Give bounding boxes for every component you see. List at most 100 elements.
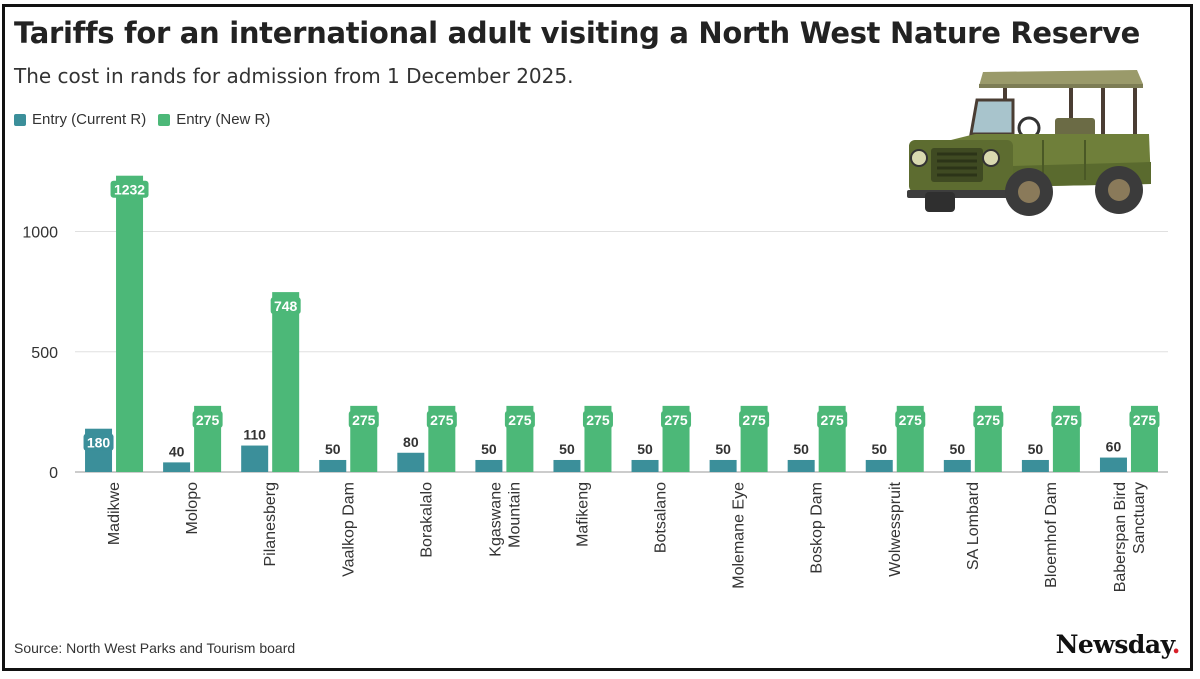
x-tick-label-7: Botsalano bbox=[653, 482, 670, 553]
legend: Entry (Current R) Entry (New R) bbox=[14, 111, 270, 128]
legend-label-new: Entry (New R) bbox=[176, 111, 271, 128]
x-tick-label-line: Boskop Dam bbox=[809, 482, 826, 574]
legend-label-current: Entry (Current R) bbox=[32, 111, 147, 128]
chart-subtitle: The cost in rands for admission from 1 D… bbox=[14, 64, 574, 88]
data-label-badge-1-6 bbox=[582, 410, 613, 428]
data-label-current-0: 180 bbox=[87, 435, 111, 451]
data-label-current-4: 80 bbox=[403, 434, 419, 450]
legend-swatch-current bbox=[14, 113, 26, 126]
bar-current-4 bbox=[397, 452, 425, 472]
bar-current-7 bbox=[631, 459, 659, 472]
safari-jeep-icon bbox=[907, 70, 1151, 216]
data-label-new-1: 275 bbox=[196, 412, 220, 428]
data-label-current-2: 110 bbox=[243, 427, 266, 443]
bar-current-11 bbox=[943, 459, 971, 472]
data-label-new-7: 275 bbox=[664, 412, 688, 428]
x-tick-label-10: Wolwesspruit bbox=[887, 481, 904, 576]
data-label-current-5: 50 bbox=[481, 441, 497, 457]
data-label-current-10: 50 bbox=[871, 441, 887, 457]
x-tick-label-9: Boskop Dam bbox=[809, 482, 826, 574]
x-tick-label-5: Kgaswane Mountain bbox=[487, 482, 523, 557]
x-tick-label-line: Bloemhof Dam bbox=[1043, 482, 1060, 588]
y-tick-label-0: 0 bbox=[49, 465, 58, 482]
x-tick-label-line: Molopo bbox=[184, 482, 201, 535]
x-tick-label-line: Sanctuary bbox=[1131, 482, 1148, 554]
bar-current-6 bbox=[553, 459, 581, 472]
x-tick-label-line: Wolwesspruit bbox=[887, 481, 904, 576]
data-label-new-12: 275 bbox=[1055, 412, 1079, 428]
x-tick-label-12: Bloemhof Dam bbox=[1043, 482, 1060, 588]
data-label-badge-1-7 bbox=[661, 410, 692, 428]
bar-current-3 bbox=[319, 459, 347, 472]
data-label-current-1: 40 bbox=[169, 443, 185, 459]
data-label-badge-1-12 bbox=[1051, 410, 1082, 428]
x-tick-label-line: Molemane Eye bbox=[731, 482, 748, 589]
brand-dot: . bbox=[1171, 630, 1181, 659]
data-label-current-12: 50 bbox=[1028, 441, 1044, 457]
x-tick-label-line: Borakalalo bbox=[418, 482, 435, 558]
data-label-current-7: 50 bbox=[637, 441, 653, 457]
bar-current-9 bbox=[787, 459, 815, 472]
x-tick-label-line: Botsalano bbox=[653, 482, 670, 553]
data-label-new-11: 275 bbox=[977, 412, 1001, 428]
data-label-new-10: 275 bbox=[899, 412, 923, 428]
data-label-new-8: 275 bbox=[742, 412, 766, 428]
data-label-badge-1-2 bbox=[270, 297, 301, 315]
legend-swatch-new bbox=[158, 113, 171, 126]
brand-name: Newsday bbox=[1055, 630, 1173, 659]
x-tick-label-line: Kgaswane bbox=[487, 482, 504, 557]
data-label-new-13: 275 bbox=[1133, 412, 1157, 428]
bar-current-1 bbox=[163, 462, 191, 472]
bar-current-13 bbox=[1099, 457, 1127, 472]
data-label-badge-1-10 bbox=[895, 410, 926, 428]
data-label-badge-1-11 bbox=[973, 410, 1004, 428]
data-label-current-6: 50 bbox=[559, 441, 575, 457]
x-tick-label-6: Mafikeng bbox=[574, 482, 591, 547]
data-label-badge-1-5 bbox=[504, 410, 535, 428]
data-label-badge-1-3 bbox=[348, 410, 379, 428]
x-tick-label-0: Madikwe bbox=[106, 482, 123, 545]
x-tick-label-line: Vaalkop Dam bbox=[340, 482, 357, 577]
x-tick-label-8: Molemane Eye bbox=[731, 482, 748, 589]
x-tick-label-2: Pilanesberg bbox=[262, 482, 279, 567]
chart-title: Tariffs for an international adult visit… bbox=[14, 16, 1141, 50]
x-tick-label-line: Mountain bbox=[506, 482, 523, 548]
bar-current-12 bbox=[1021, 459, 1049, 472]
data-label-badge-1-1 bbox=[192, 410, 223, 428]
data-label-badge-1-4 bbox=[426, 410, 457, 428]
x-tick-label-line: Baberspan Bird bbox=[1112, 482, 1129, 592]
legend-item-current[interactable]: Entry (Current R) bbox=[14, 111, 146, 128]
data-label-current-3: 50 bbox=[325, 441, 341, 457]
bar-current-10 bbox=[865, 459, 893, 472]
data-label-badge-1-0 bbox=[110, 180, 149, 198]
x-tick-label-line: Mafikeng bbox=[574, 482, 591, 547]
y-tick-label-1000: 1000 bbox=[22, 225, 58, 242]
x-tick-label-3: Vaalkop Dam bbox=[340, 482, 357, 577]
data-label-new-0: 1232 bbox=[114, 182, 145, 198]
data-label-current-13: 60 bbox=[1106, 439, 1122, 455]
data-label-new-3: 275 bbox=[352, 412, 376, 428]
x-tick-label-line: Pilanesberg bbox=[262, 482, 279, 567]
newsday-logo[interactable]: Newsday. bbox=[1055, 630, 1181, 659]
x-tick-label-11: SA Lombard bbox=[965, 482, 982, 570]
x-tick-label-line: Madikwe bbox=[106, 482, 123, 545]
data-label-current-8: 50 bbox=[715, 441, 731, 457]
legend-item-new[interactable]: Entry (New R) bbox=[158, 111, 270, 128]
x-tick-label-line: SA Lombard bbox=[965, 482, 982, 570]
bar-current-8 bbox=[709, 459, 737, 472]
y-tick-label-500: 500 bbox=[31, 345, 58, 362]
bar-current-2 bbox=[241, 445, 269, 472]
x-tick-label-4: Borakalalo bbox=[418, 482, 435, 558]
bar-new-2 bbox=[272, 292, 300, 472]
data-label-current-11: 50 bbox=[950, 441, 966, 457]
data-label-new-4: 275 bbox=[430, 412, 454, 428]
bar-current-5 bbox=[475, 459, 503, 472]
x-tick-label-1: Molopo bbox=[184, 482, 201, 535]
bar-new-0 bbox=[116, 175, 144, 473]
data-label-new-5: 275 bbox=[508, 412, 532, 428]
data-label-badge-1-13 bbox=[1129, 410, 1160, 428]
data-label-badge-1-8 bbox=[739, 410, 770, 428]
source-note: Source: North West Parks and Tourism boa… bbox=[14, 640, 296, 656]
data-label-current-9: 50 bbox=[793, 441, 809, 457]
